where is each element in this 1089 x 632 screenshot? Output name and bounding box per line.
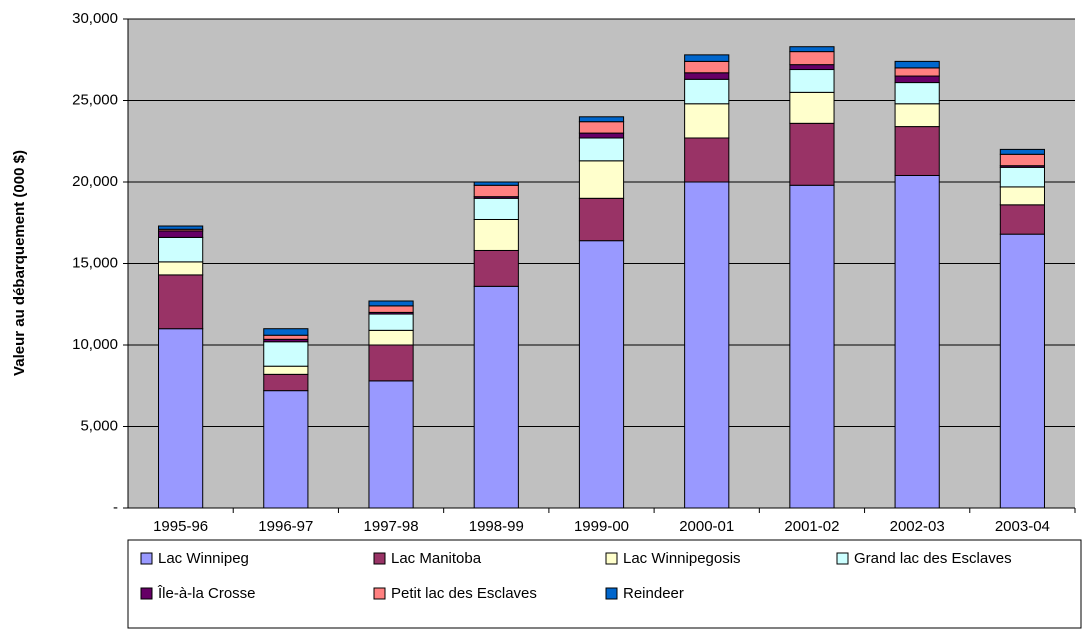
bar-segment [894, 174, 940, 509]
x-tick-label: 2003-04 [995, 518, 1050, 535]
bar-segment [158, 236, 204, 263]
bar-segment [684, 78, 730, 105]
bar-segment [789, 122, 835, 186]
bar-segment [263, 373, 309, 392]
x-tick-label: 2001-02 [784, 518, 839, 535]
y-tick-label: 15,000 [72, 254, 118, 271]
x-tick-label: 1997-98 [364, 518, 419, 535]
bar-segment [473, 249, 519, 287]
bar-segment [789, 184, 835, 509]
bar-segment [684, 54, 730, 62]
bar-segment [263, 341, 309, 367]
bar-segment [473, 285, 519, 509]
bar-segment [999, 186, 1045, 206]
legend-swatch [140, 587, 153, 600]
legend-label: Lac Winnipeg [158, 550, 249, 567]
bar-segment [894, 126, 940, 176]
bar-segment [789, 91, 835, 124]
bar-segment [789, 69, 835, 93]
bar-segment [473, 197, 519, 220]
bar-segment [368, 329, 414, 346]
bar-segment [368, 300, 414, 307]
legend-label: Petit lac des Esclaves [391, 585, 537, 602]
legend-box [127, 539, 1082, 629]
x-tick-label: 1995-96 [153, 518, 208, 535]
bar-segment [999, 153, 1045, 167]
bar-segment [894, 75, 940, 84]
bar-segment [894, 60, 940, 69]
legend-swatch [373, 587, 386, 600]
bar-segment [894, 103, 940, 128]
bar-segment [578, 121, 625, 134]
legend-label: Grand lac des Esclaves [854, 550, 1012, 567]
bar-segment [263, 365, 309, 375]
bar-segment [684, 181, 730, 509]
legend-swatch [373, 552, 386, 565]
bar-segment [158, 261, 204, 276]
bar-segment [473, 218, 519, 251]
bar-segment [999, 148, 1045, 155]
x-tick-label: 1999-00 [574, 518, 629, 535]
y-tick-label: 5,000 [80, 417, 118, 434]
x-tick-label: 1998-99 [469, 518, 524, 535]
bar-segment [473, 181, 519, 186]
bar-segment [578, 240, 625, 509]
bar-segment [684, 103, 730, 139]
bar-segment [473, 184, 519, 198]
legend-swatch [836, 552, 849, 565]
x-tick-label: 1996-97 [258, 518, 313, 535]
bar-segment [578, 160, 625, 199]
bar-segment [158, 328, 204, 509]
legend-label: Lac Manitoba [391, 550, 482, 567]
bar-segment [578, 116, 625, 123]
legend-label: Lac Winnipegosis [623, 550, 741, 567]
bar-segment [684, 72, 730, 80]
bar-segment [368, 380, 414, 509]
bar-segment [263, 328, 309, 336]
bar-segment [684, 137, 730, 183]
y-tick-label: - [113, 499, 118, 516]
bar-segment [368, 305, 414, 313]
legend-swatch [605, 587, 618, 600]
bar-segment [578, 132, 625, 139]
bar-segment [684, 60, 730, 74]
bar-segment [789, 46, 835, 53]
bar-segment [789, 64, 835, 71]
bar-segment [894, 82, 940, 105]
legend-swatch [140, 552, 153, 565]
bar-segment [263, 334, 309, 340]
bar-segment [158, 274, 204, 330]
bar-segment [263, 390, 309, 509]
bar-segment [578, 137, 625, 162]
y-tick-label: 30,000 [72, 10, 118, 27]
bar-segment [789, 51, 835, 66]
y-tick-label: 20,000 [72, 173, 118, 190]
x-tick-label: 2000-01 [679, 518, 734, 535]
bar-segment [158, 225, 204, 230]
x-tick-label: 2002-03 [890, 518, 945, 535]
legend-label: Reindeer [623, 585, 684, 602]
bar-segment [999, 233, 1045, 509]
legend-label: Île-à-la Crosse [157, 585, 256, 602]
bar-segment [894, 67, 940, 77]
bar-segment [578, 197, 625, 242]
bar-segment [999, 166, 1045, 188]
legend-swatch [605, 552, 618, 565]
bar-segment [999, 204, 1045, 235]
y-axis-label: Valeur au débarquement (000 $) [11, 150, 28, 376]
bar-segment [158, 230, 204, 238]
bar-segment [368, 313, 414, 331]
y-tick-label: 10,000 [72, 336, 118, 353]
y-tick-label: 25,000 [72, 91, 118, 108]
bar-segment [368, 344, 414, 382]
